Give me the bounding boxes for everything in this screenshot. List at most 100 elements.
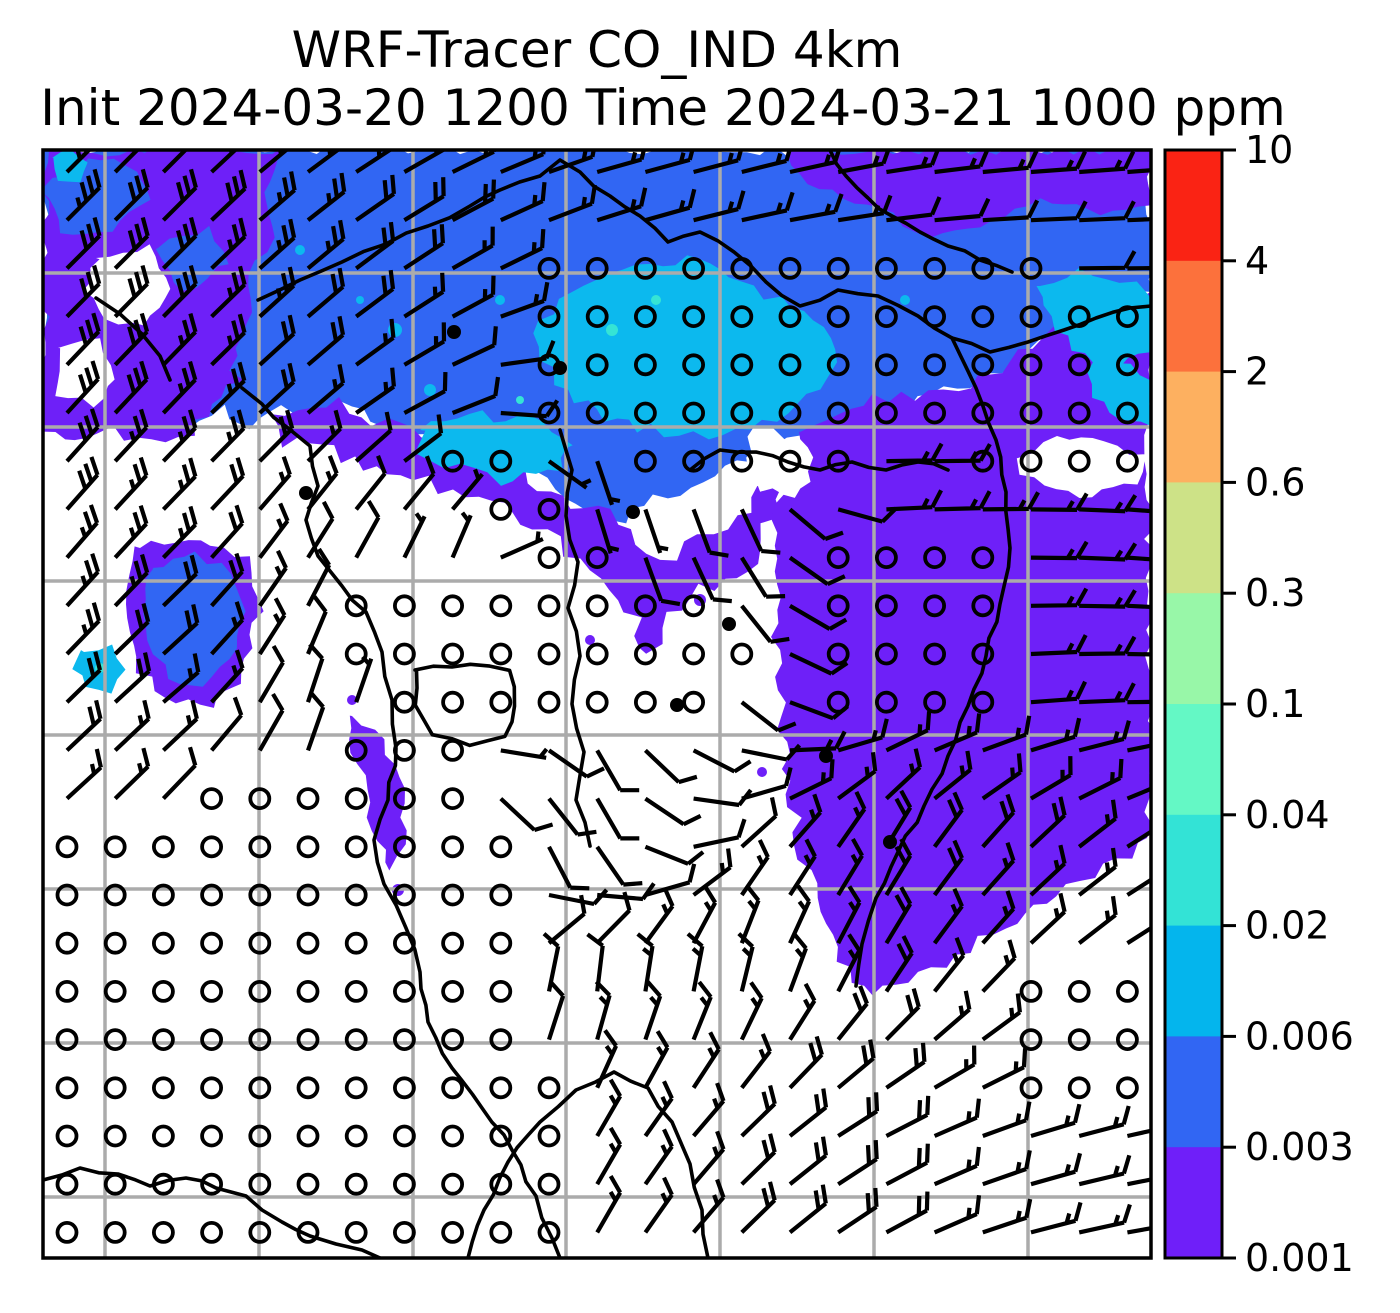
wind-barb bbox=[789, 652, 849, 676]
wind-barb bbox=[644, 863, 697, 898]
calm-wind-circle bbox=[537, 594, 561, 618]
wind-barb-glyph bbox=[933, 1194, 982, 1235]
wind-barb-glyph bbox=[306, 409, 343, 463]
wind-barb-glyph bbox=[161, 216, 198, 270]
colorbar-segment bbox=[1165, 593, 1222, 705]
wind-barb bbox=[597, 882, 656, 902]
calm-wind-circle bbox=[923, 594, 946, 618]
wind-barb bbox=[1078, 1203, 1132, 1235]
wind-barb-glyph bbox=[113, 360, 149, 415]
wind-barb-glyph bbox=[643, 1080, 674, 1138]
wind-barb-glyph bbox=[1079, 542, 1138, 562]
wind-barb bbox=[1030, 200, 1088, 223]
wind-barb-glyph bbox=[403, 322, 447, 367]
calm-wind-circle bbox=[826, 449, 850, 473]
calm-wind-circle bbox=[730, 642, 754, 666]
calm-wind-circle bbox=[55, 1076, 79, 1100]
wind-barb bbox=[65, 264, 102, 319]
wind-barb-glyph bbox=[161, 746, 198, 801]
wind-barb-glyph bbox=[65, 504, 100, 559]
calm-wind-circle bbox=[971, 353, 995, 377]
calm-wind-circle bbox=[730, 401, 754, 425]
calm-wind-circle bbox=[923, 305, 946, 329]
wind-barb-glyph bbox=[884, 789, 913, 848]
wind-barb-glyph bbox=[789, 150, 842, 175]
calm-wind-circle bbox=[537, 1124, 561, 1148]
calm-wind-circle bbox=[103, 835, 127, 859]
wind-barb-glyph bbox=[934, 490, 992, 512]
calm-wind-circle bbox=[730, 305, 754, 329]
wind-barb bbox=[161, 505, 198, 560]
wind-barb bbox=[113, 264, 150, 319]
wind-barb bbox=[788, 507, 844, 541]
wind-barb-glyph bbox=[306, 150, 342, 174]
calm-wind-circle bbox=[489, 1076, 513, 1100]
calm-wind-circle bbox=[1116, 1028, 1139, 1051]
wind-barb-glyph bbox=[933, 1146, 981, 1187]
wind-barb-glyph bbox=[1079, 150, 1136, 175]
wind-barb bbox=[740, 1084, 777, 1138]
calm-wind-circle bbox=[537, 642, 561, 666]
wind-barb bbox=[1079, 542, 1138, 562]
wind-barb-glyph bbox=[932, 937, 966, 993]
wind-barb bbox=[161, 457, 198, 511]
wind-barb bbox=[65, 699, 103, 752]
wind-barb bbox=[451, 150, 497, 174]
calm-wind-circle bbox=[585, 546, 609, 569]
calm-wind-circle bbox=[875, 256, 898, 280]
wind-barb bbox=[499, 182, 547, 223]
wind-barb bbox=[354, 221, 396, 271]
wind-barb-glyph bbox=[1126, 786, 1151, 801]
wind-barb-glyph bbox=[451, 179, 496, 223]
wind-barb-glyph bbox=[643, 508, 669, 554]
wind-barb bbox=[1079, 635, 1137, 657]
wind-barb-glyph bbox=[788, 1088, 829, 1138]
calm-wind-circle bbox=[441, 449, 465, 473]
wind-barb bbox=[451, 226, 495, 271]
coastline-south-peninsula bbox=[466, 1070, 710, 1258]
calm-wind-circle bbox=[392, 787, 416, 810]
wind-barb-layer bbox=[55, 150, 1151, 1244]
wind-barb-glyph bbox=[932, 839, 964, 897]
wind-barb bbox=[354, 455, 387, 511]
wind-barb bbox=[737, 932, 755, 992]
wind-barb bbox=[933, 1194, 982, 1235]
wind-barb-glyph bbox=[837, 1092, 880, 1138]
wind-barb bbox=[643, 887, 675, 945]
calm-wind-circle bbox=[489, 449, 513, 473]
wind-barb bbox=[982, 150, 1039, 175]
wind-barb-glyph bbox=[306, 547, 332, 607]
calm-wind-circle bbox=[248, 980, 272, 1003]
wind-barb-glyph bbox=[1079, 635, 1137, 657]
calm-wind-circle bbox=[826, 353, 850, 377]
wind-barb-glyph bbox=[1079, 589, 1137, 609]
wind-barb bbox=[885, 1143, 930, 1187]
calm-wind-circle bbox=[392, 690, 416, 714]
wind-barb bbox=[258, 409, 295, 463]
wind-barb bbox=[403, 414, 444, 463]
wind-barb bbox=[982, 1150, 1032, 1187]
wind-barb bbox=[788, 982, 817, 1041]
wind-barb-glyph bbox=[1079, 200, 1136, 223]
wind-barb-glyph bbox=[693, 818, 747, 849]
wind-barb bbox=[884, 886, 913, 945]
calm-wind-circle bbox=[489, 497, 513, 521]
wind-barb-glyph bbox=[739, 884, 761, 944]
wind-barb-glyph bbox=[161, 168, 198, 222]
wind-barb-glyph bbox=[788, 507, 844, 541]
wind-barb bbox=[740, 796, 778, 849]
wind-barb bbox=[644, 188, 697, 223]
wind-barb-glyph bbox=[932, 887, 964, 945]
concentration-speck bbox=[424, 384, 436, 396]
wind-barb-glyph bbox=[934, 197, 991, 223]
wind-barb bbox=[1029, 756, 1073, 801]
wind-barb-glyph bbox=[161, 603, 200, 656]
wind-barb bbox=[595, 749, 640, 793]
plot-subtitle: Init 2024-03-20 1200 Time 2024-03-21 100… bbox=[40, 79, 1285, 137]
wind-barb-glyph bbox=[691, 556, 732, 604]
colorbar-segment bbox=[1165, 814, 1222, 927]
calm-wind-circle bbox=[923, 642, 946, 666]
wind-barb-glyph bbox=[258, 171, 297, 222]
station-dot bbox=[819, 749, 833, 763]
